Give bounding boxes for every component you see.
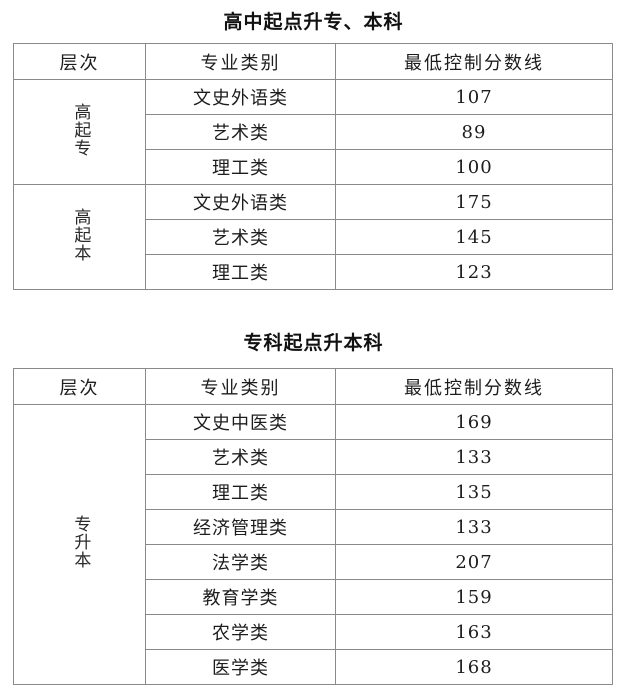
score-value-cell: 159 bbox=[335, 579, 613, 615]
table-row: 理工类 100 bbox=[14, 149, 613, 185]
table-1-group-1-level-cell: 高起本 bbox=[13, 184, 146, 290]
table-row: 艺术类 145 bbox=[14, 219, 613, 255]
table-row: 理工类 135 bbox=[14, 474, 613, 510]
level-label-vertical: 高起本 bbox=[70, 207, 91, 262]
score-value-cell: 100 bbox=[335, 149, 613, 185]
score-value-cell: 168 bbox=[335, 649, 613, 685]
table-row: 理工类 123 bbox=[14, 254, 613, 290]
table-1-group-0-level-cell: 高起专 bbox=[13, 79, 146, 185]
table-1-col-header-major: 专业类别 bbox=[145, 43, 336, 80]
table-2-group-0-level-cell: 专升本 bbox=[13, 404, 146, 685]
score-value-cell: 207 bbox=[335, 544, 613, 580]
score-value-cell: 89 bbox=[335, 114, 613, 150]
table-row: 艺术类 133 bbox=[14, 439, 613, 475]
major-category-cell: 医学类 bbox=[145, 649, 336, 685]
table-1-col-header-score: 最低控制分数线 bbox=[335, 43, 613, 80]
table-2-col-header-level: 层次 bbox=[13, 368, 146, 405]
table-1-header-row: 层次 专业类别 最低控制分数线 bbox=[13, 43, 613, 80]
table-row: 医学类 168 bbox=[14, 649, 613, 685]
table-admission-scores-gaoqi: 层次 专业类别 最低控制分数线 高起专 文史外语类 107 艺术类 89 理工类… bbox=[13, 43, 613, 290]
score-value-cell: 133 bbox=[335, 509, 613, 545]
table-1-col-header-level: 层次 bbox=[13, 43, 146, 80]
major-category-cell: 文史中医类 bbox=[145, 404, 336, 440]
major-category-cell: 经济管理类 bbox=[145, 509, 336, 545]
major-category-cell: 艺术类 bbox=[145, 439, 336, 475]
table-row: 农学类 163 bbox=[14, 614, 613, 650]
table-2-col-header-score: 最低控制分数线 bbox=[335, 368, 613, 405]
level-label-vertical: 高起专 bbox=[70, 102, 91, 157]
table-row: 高起本 文史外语类 175 bbox=[13, 184, 613, 290]
major-category-cell: 教育学类 bbox=[145, 579, 336, 615]
table-row: 专升本 文史中医类 169 bbox=[13, 404, 613, 685]
major-category-cell: 文史外语类 bbox=[145, 184, 336, 220]
table-2-col-header-major: 专业类别 bbox=[145, 368, 336, 405]
score-value-cell: 169 bbox=[335, 404, 613, 440]
major-category-cell: 法学类 bbox=[145, 544, 336, 580]
major-category-cell: 理工类 bbox=[145, 254, 336, 290]
table-1-title: 高中起点升专、本科 bbox=[223, 11, 404, 33]
table-admission-scores-zhuansheng: 层次 专业类别 最低控制分数线 专升本 文史中医类 169 艺术类 133 理工… bbox=[13, 368, 613, 685]
major-category-cell: 理工类 bbox=[145, 474, 336, 510]
score-value-cell: 107 bbox=[335, 79, 613, 115]
major-category-cell: 艺术类 bbox=[145, 114, 336, 150]
score-value-cell: 145 bbox=[335, 219, 613, 255]
score-value-cell: 123 bbox=[335, 254, 613, 290]
table-2-title: 专科起点升本科 bbox=[243, 332, 384, 354]
score-value-cell: 163 bbox=[335, 614, 613, 650]
table-row: 高起专 文史外语类 107 bbox=[13, 79, 613, 185]
score-value-cell: 175 bbox=[335, 184, 613, 220]
major-category-cell: 文史外语类 bbox=[145, 79, 336, 115]
table-row: 经济管理类 133 bbox=[14, 509, 613, 545]
table-row: 法学类 207 bbox=[14, 544, 613, 580]
level-label-vertical: 专升本 bbox=[70, 515, 91, 569]
table-2-header-row: 层次 专业类别 最低控制分数线 bbox=[13, 368, 613, 405]
major-category-cell: 艺术类 bbox=[145, 219, 336, 255]
major-category-cell: 农学类 bbox=[145, 614, 336, 650]
score-value-cell: 133 bbox=[335, 439, 613, 475]
score-value-cell: 135 bbox=[335, 474, 613, 510]
major-category-cell: 理工类 bbox=[145, 149, 336, 185]
table-row: 艺术类 89 bbox=[14, 114, 613, 150]
